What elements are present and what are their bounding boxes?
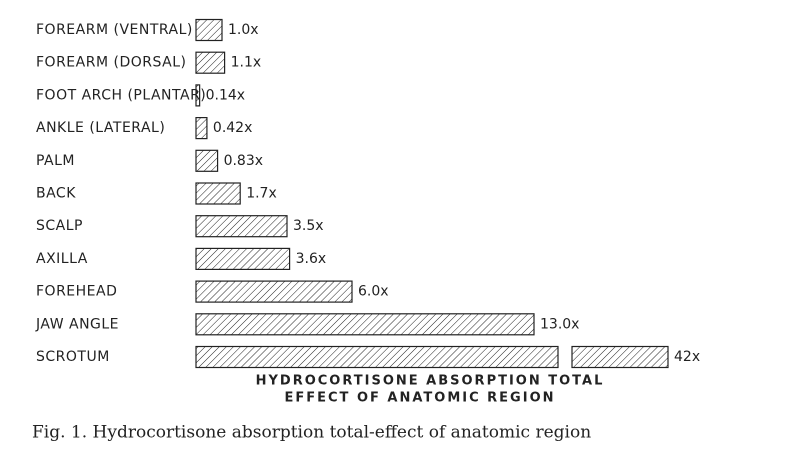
data-label: 1.0x	[228, 22, 259, 38]
x-axis-title: HYDROCORTISONE ABSORPTION TOTAL	[256, 374, 605, 389]
y-tick-label: JAW ANGLE	[35, 316, 119, 332]
bar	[195, 84, 201, 107]
data-label: 3.5x	[293, 218, 324, 234]
caption: Fig. 1. Hydrocortisone absorption total-…	[32, 423, 591, 443]
y-tick-label: FOREARM (DORSAL)	[36, 55, 186, 71]
bar	[195, 149, 219, 172]
y-tick-label: BACK	[36, 186, 76, 202]
bar	[195, 313, 535, 336]
bar	[195, 51, 226, 74]
bar	[195, 280, 353, 303]
data-label: 0.83x	[224, 153, 263, 169]
bar	[195, 18, 223, 42]
data-label: 6.0x	[358, 284, 389, 300]
y-tick-label: ANKLE (LATERAL)	[36, 120, 165, 136]
y-tick-label: AXILLA	[36, 251, 88, 267]
y-tick-label: PALM	[36, 153, 75, 169]
bar	[195, 182, 241, 205]
bar	[195, 116, 208, 140]
data-label: 0.14x	[206, 87, 245, 103]
data-label: 0.42x	[213, 120, 252, 136]
bar	[195, 215, 288, 238]
data-label: 13.0x	[540, 316, 579, 332]
data-label: 3.6x	[296, 251, 327, 267]
y-tick-label: SCROTUM	[36, 349, 110, 365]
data-label: 42x	[674, 349, 700, 365]
bar	[195, 345, 559, 369]
y-tick-label: FOOT ARCH (PLANTAR)	[36, 87, 206, 103]
y-tick-label: FOREHEAD	[36, 284, 117, 300]
bar	[195, 247, 291, 270]
data-label: 1.1x	[231, 55, 262, 71]
y-tick-label: FOREARM (VENTRAL)	[36, 22, 193, 38]
y-tick-label: SCALP	[36, 218, 83, 234]
bar	[571, 345, 669, 369]
data-label: 1.7x	[246, 186, 277, 202]
x-axis-title: EFFECT OF ANATOMIC REGION	[285, 391, 556, 406]
